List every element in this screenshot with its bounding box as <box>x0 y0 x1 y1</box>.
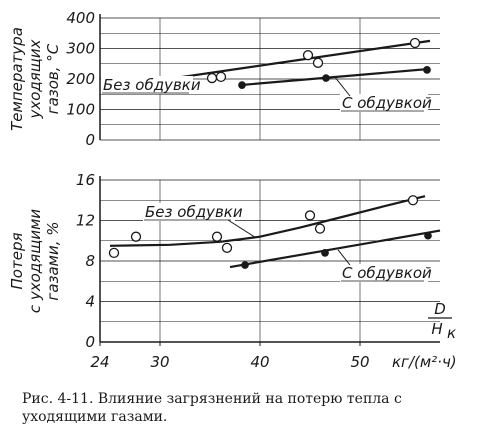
series-label: С обдувкой <box>342 264 432 282</box>
data-point <box>423 66 431 74</box>
data-point <box>108 247 120 259</box>
data-point <box>424 231 432 240</box>
data-point <box>314 223 326 234</box>
series-label: Без обдувки <box>103 76 201 94</box>
series-label-background <box>143 203 235 221</box>
x-tick-label: 24 <box>90 353 109 371</box>
data-point <box>321 249 329 257</box>
y-tick-label: 8 <box>85 252 95 270</box>
x-tick-label: 40 <box>250 353 269 371</box>
axes <box>99 14 440 346</box>
data-point <box>312 57 324 68</box>
x-tick-label: 30 <box>150 353 169 371</box>
y-axis-title: Температура <box>8 27 26 131</box>
y-tick-label: 4 <box>85 293 95 311</box>
data-point <box>221 242 233 253</box>
y-tick-label: 300 <box>66 40 95 58</box>
series-label: С обдувкой <box>342 94 432 112</box>
figure-caption: Рис. 4-11. Влияние загрязнений на потерю… <box>22 391 402 425</box>
y-tick-label: 200 <box>66 70 95 88</box>
data-point <box>211 231 223 242</box>
series-label-background <box>340 94 428 112</box>
x-axis-unit: кг/(м²·ч) <box>392 353 457 371</box>
data-point <box>215 71 227 83</box>
y-tick-label: 100 <box>66 101 95 119</box>
leader-line <box>337 249 351 266</box>
y-axis-title: уходящих <box>26 39 44 119</box>
y-tick-label: 0 <box>85 333 95 351</box>
data-point <box>302 50 314 61</box>
series-label-background <box>340 264 428 282</box>
series-line <box>109 195 426 247</box>
grid <box>99 17 440 343</box>
data-point <box>304 210 316 221</box>
data-point <box>407 195 419 206</box>
y-tick-label: 16 <box>76 171 95 189</box>
data-point <box>322 74 330 82</box>
series-label-background <box>101 76 193 94</box>
data-point <box>130 231 142 242</box>
y-tick-label: 0 <box>85 131 95 149</box>
y-axis-title: газами, % <box>44 221 62 300</box>
y-axis-title: газов, °С <box>44 43 62 114</box>
y-tick-label: 400 <box>66 9 95 27</box>
x-tick-label: 50 <box>350 353 369 371</box>
leader-line <box>227 219 256 238</box>
series-label: Без обдувки <box>145 203 243 221</box>
x-label-subscript: к <box>447 324 456 342</box>
x-label-denominator: H <box>431 320 442 338</box>
data-point <box>409 37 421 49</box>
y-axis-title: Потеря <box>8 233 26 290</box>
y-axis-title: с уходящими <box>26 209 44 314</box>
data-point <box>238 81 246 89</box>
series-line <box>229 229 441 269</box>
data-point <box>241 261 249 269</box>
x-label-numerator: D <box>434 300 446 318</box>
y-tick-label: 12 <box>76 212 95 230</box>
series-lines <box>109 39 441 269</box>
series-line <box>239 67 431 87</box>
data-point <box>206 72 218 84</box>
leader-line <box>334 76 351 97</box>
